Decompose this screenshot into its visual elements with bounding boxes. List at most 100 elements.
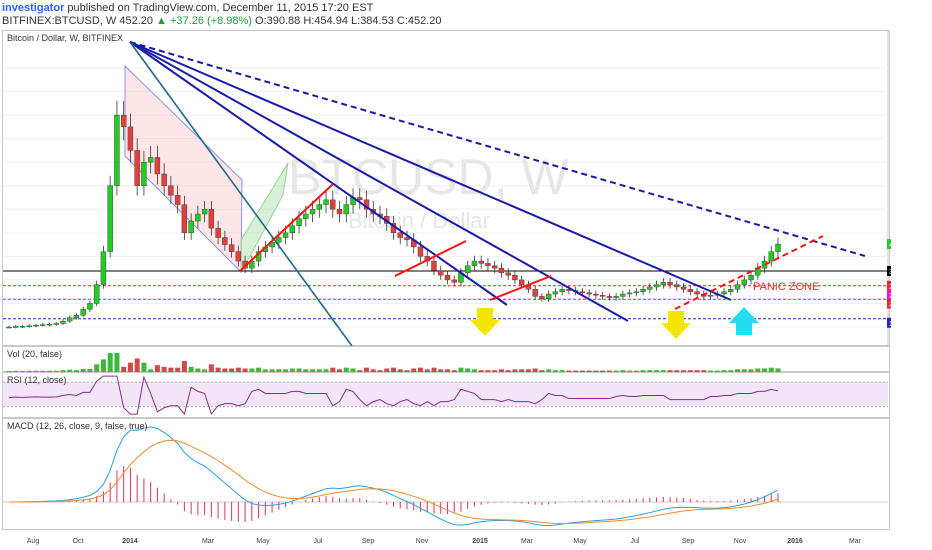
candle-body bbox=[60, 320, 66, 324]
volume-bar bbox=[154, 365, 160, 373]
candle-body bbox=[303, 213, 309, 219]
volume-bar bbox=[762, 368, 768, 373]
candle-body bbox=[73, 315, 80, 318]
rsi-band bbox=[3, 382, 888, 407]
candle-body bbox=[647, 286, 653, 290]
trendline bbox=[129, 41, 508, 306]
candle-body bbox=[161, 173, 167, 186]
candle-body bbox=[289, 225, 296, 234]
candle-body bbox=[653, 284, 660, 288]
main-chart-svg: 1200.001100.001000.00900.00800.00700.006… bbox=[3, 31, 891, 347]
candle-body bbox=[599, 295, 606, 297]
x-tick-label: Jul bbox=[631, 538, 640, 545]
volume-bar bbox=[249, 368, 255, 373]
down-arrow-yellow-1 bbox=[470, 308, 500, 336]
price-label-text: 275.00 bbox=[889, 284, 891, 291]
price-label-box bbox=[887, 265, 891, 276]
volume-bar bbox=[411, 368, 417, 373]
volume-bar bbox=[262, 369, 268, 373]
candle-body bbox=[100, 251, 107, 285]
candle-body bbox=[518, 279, 525, 285]
candle-body bbox=[620, 293, 626, 297]
candle-body bbox=[174, 194, 181, 205]
candle-body bbox=[80, 309, 86, 316]
candle-body bbox=[512, 274, 518, 281]
x-tick-label: Jul bbox=[314, 538, 323, 545]
volume-bar bbox=[478, 370, 484, 373]
candle-body bbox=[633, 291, 640, 294]
author-link[interactable]: investigator bbox=[2, 2, 65, 14]
volume-bar bbox=[148, 369, 154, 373]
candle-body bbox=[451, 279, 457, 283]
macd-panel[interactable]: 200.0000150.0000100.000050.00000.0000-50… bbox=[2, 418, 890, 530]
published-text: published on TradingView.com, December 1… bbox=[67, 2, 374, 14]
volume-bar bbox=[613, 370, 619, 373]
candle-body bbox=[46, 323, 53, 326]
candle-body bbox=[613, 296, 619, 298]
rsi-line bbox=[8, 375, 779, 416]
candle-body bbox=[13, 326, 19, 328]
x-tick-label: 2015 bbox=[472, 538, 488, 545]
volume-bar bbox=[424, 369, 430, 373]
volume-bar bbox=[364, 367, 370, 373]
candle-body bbox=[485, 263, 491, 266]
volume-bar bbox=[573, 370, 579, 373]
volume-bar bbox=[269, 369, 275, 373]
x-tick-label: 2014 bbox=[122, 538, 138, 545]
volume-bar bbox=[134, 358, 140, 373]
volume-bar bbox=[566, 370, 572, 373]
x-tick-label: Mar bbox=[849, 538, 862, 545]
candle-body bbox=[768, 251, 774, 262]
trendline bbox=[674, 235, 824, 310]
candle-body bbox=[431, 260, 437, 271]
volume-bar bbox=[654, 370, 660, 373]
volume-bar bbox=[708, 370, 714, 373]
x-tick-label: 2016 bbox=[787, 538, 803, 545]
time-axis-svg: Aug Oct 2014 Mar May Jul Sep Nov 2015 Mar May Jul Se… bbox=[27, 538, 862, 545]
candle-body bbox=[728, 289, 734, 292]
price-label-text: 338.00 bbox=[889, 269, 891, 276]
volume-bar bbox=[80, 368, 86, 373]
x-tick-label: Sep bbox=[682, 538, 695, 545]
candle-body bbox=[134, 150, 140, 186]
main-panel-title: Bitcoin / Dollar, W, BITFINEX bbox=[7, 33, 124, 43]
volume-panel[interactable]: Vol (20, false) bbox=[2, 346, 890, 373]
volume-bar bbox=[741, 369, 747, 373]
candle-body bbox=[19, 326, 26, 328]
volume-bar bbox=[519, 369, 525, 373]
candle-body bbox=[559, 289, 565, 292]
candle-body bbox=[640, 289, 646, 292]
volume-bar bbox=[33, 370, 39, 373]
price-label-box bbox=[887, 317, 891, 328]
rsi-panel[interactable]: 80.000040.0000 RSI (12, close) bbox=[2, 372, 890, 418]
up-channel-box bbox=[240, 162, 289, 274]
volume-bar bbox=[404, 370, 410, 373]
macd-chart-svg: 200.0000150.0000100.000050.00000.0000-50… bbox=[3, 426, 888, 527]
volume-bar bbox=[202, 369, 208, 373]
main-price-panel[interactable]: 1200.001100.001000.00900.00800.00700.006… bbox=[2, 30, 891, 347]
candle-body bbox=[680, 286, 687, 290]
volume-bar bbox=[681, 370, 687, 373]
volume-bar bbox=[100, 359, 106, 373]
volume-bar bbox=[586, 370, 592, 373]
volume-bar bbox=[60, 370, 66, 373]
header: investigator published on TradingView.co… bbox=[0, 0, 932, 30]
volume-bar bbox=[161, 366, 167, 373]
candle-body bbox=[343, 204, 349, 215]
symbol-line: BITFINEX:BTCUSD, W 452.20 bbox=[2, 15, 153, 27]
volume-bar bbox=[633, 370, 639, 373]
volume-bar bbox=[600, 370, 606, 373]
volume-bar bbox=[13, 370, 19, 373]
volume-bar bbox=[229, 368, 235, 373]
candle-body bbox=[444, 274, 451, 281]
volume-bar bbox=[451, 370, 457, 373]
header-line-1: investigator published on TradingView.co… bbox=[2, 2, 373, 14]
rsi-panel-title: RSI (12, close) bbox=[7, 375, 67, 385]
candle-body bbox=[53, 323, 59, 325]
x-tick-label: Nov bbox=[416, 538, 429, 545]
macd-panel-title: MACD (12, 26, close, 9, false, true) bbox=[7, 421, 148, 431]
candle-body bbox=[404, 237, 410, 241]
volume-bar bbox=[391, 367, 396, 373]
watermark-symbol: BTCUSD, W bbox=[288, 149, 569, 205]
volume-bar bbox=[775, 368, 781, 373]
